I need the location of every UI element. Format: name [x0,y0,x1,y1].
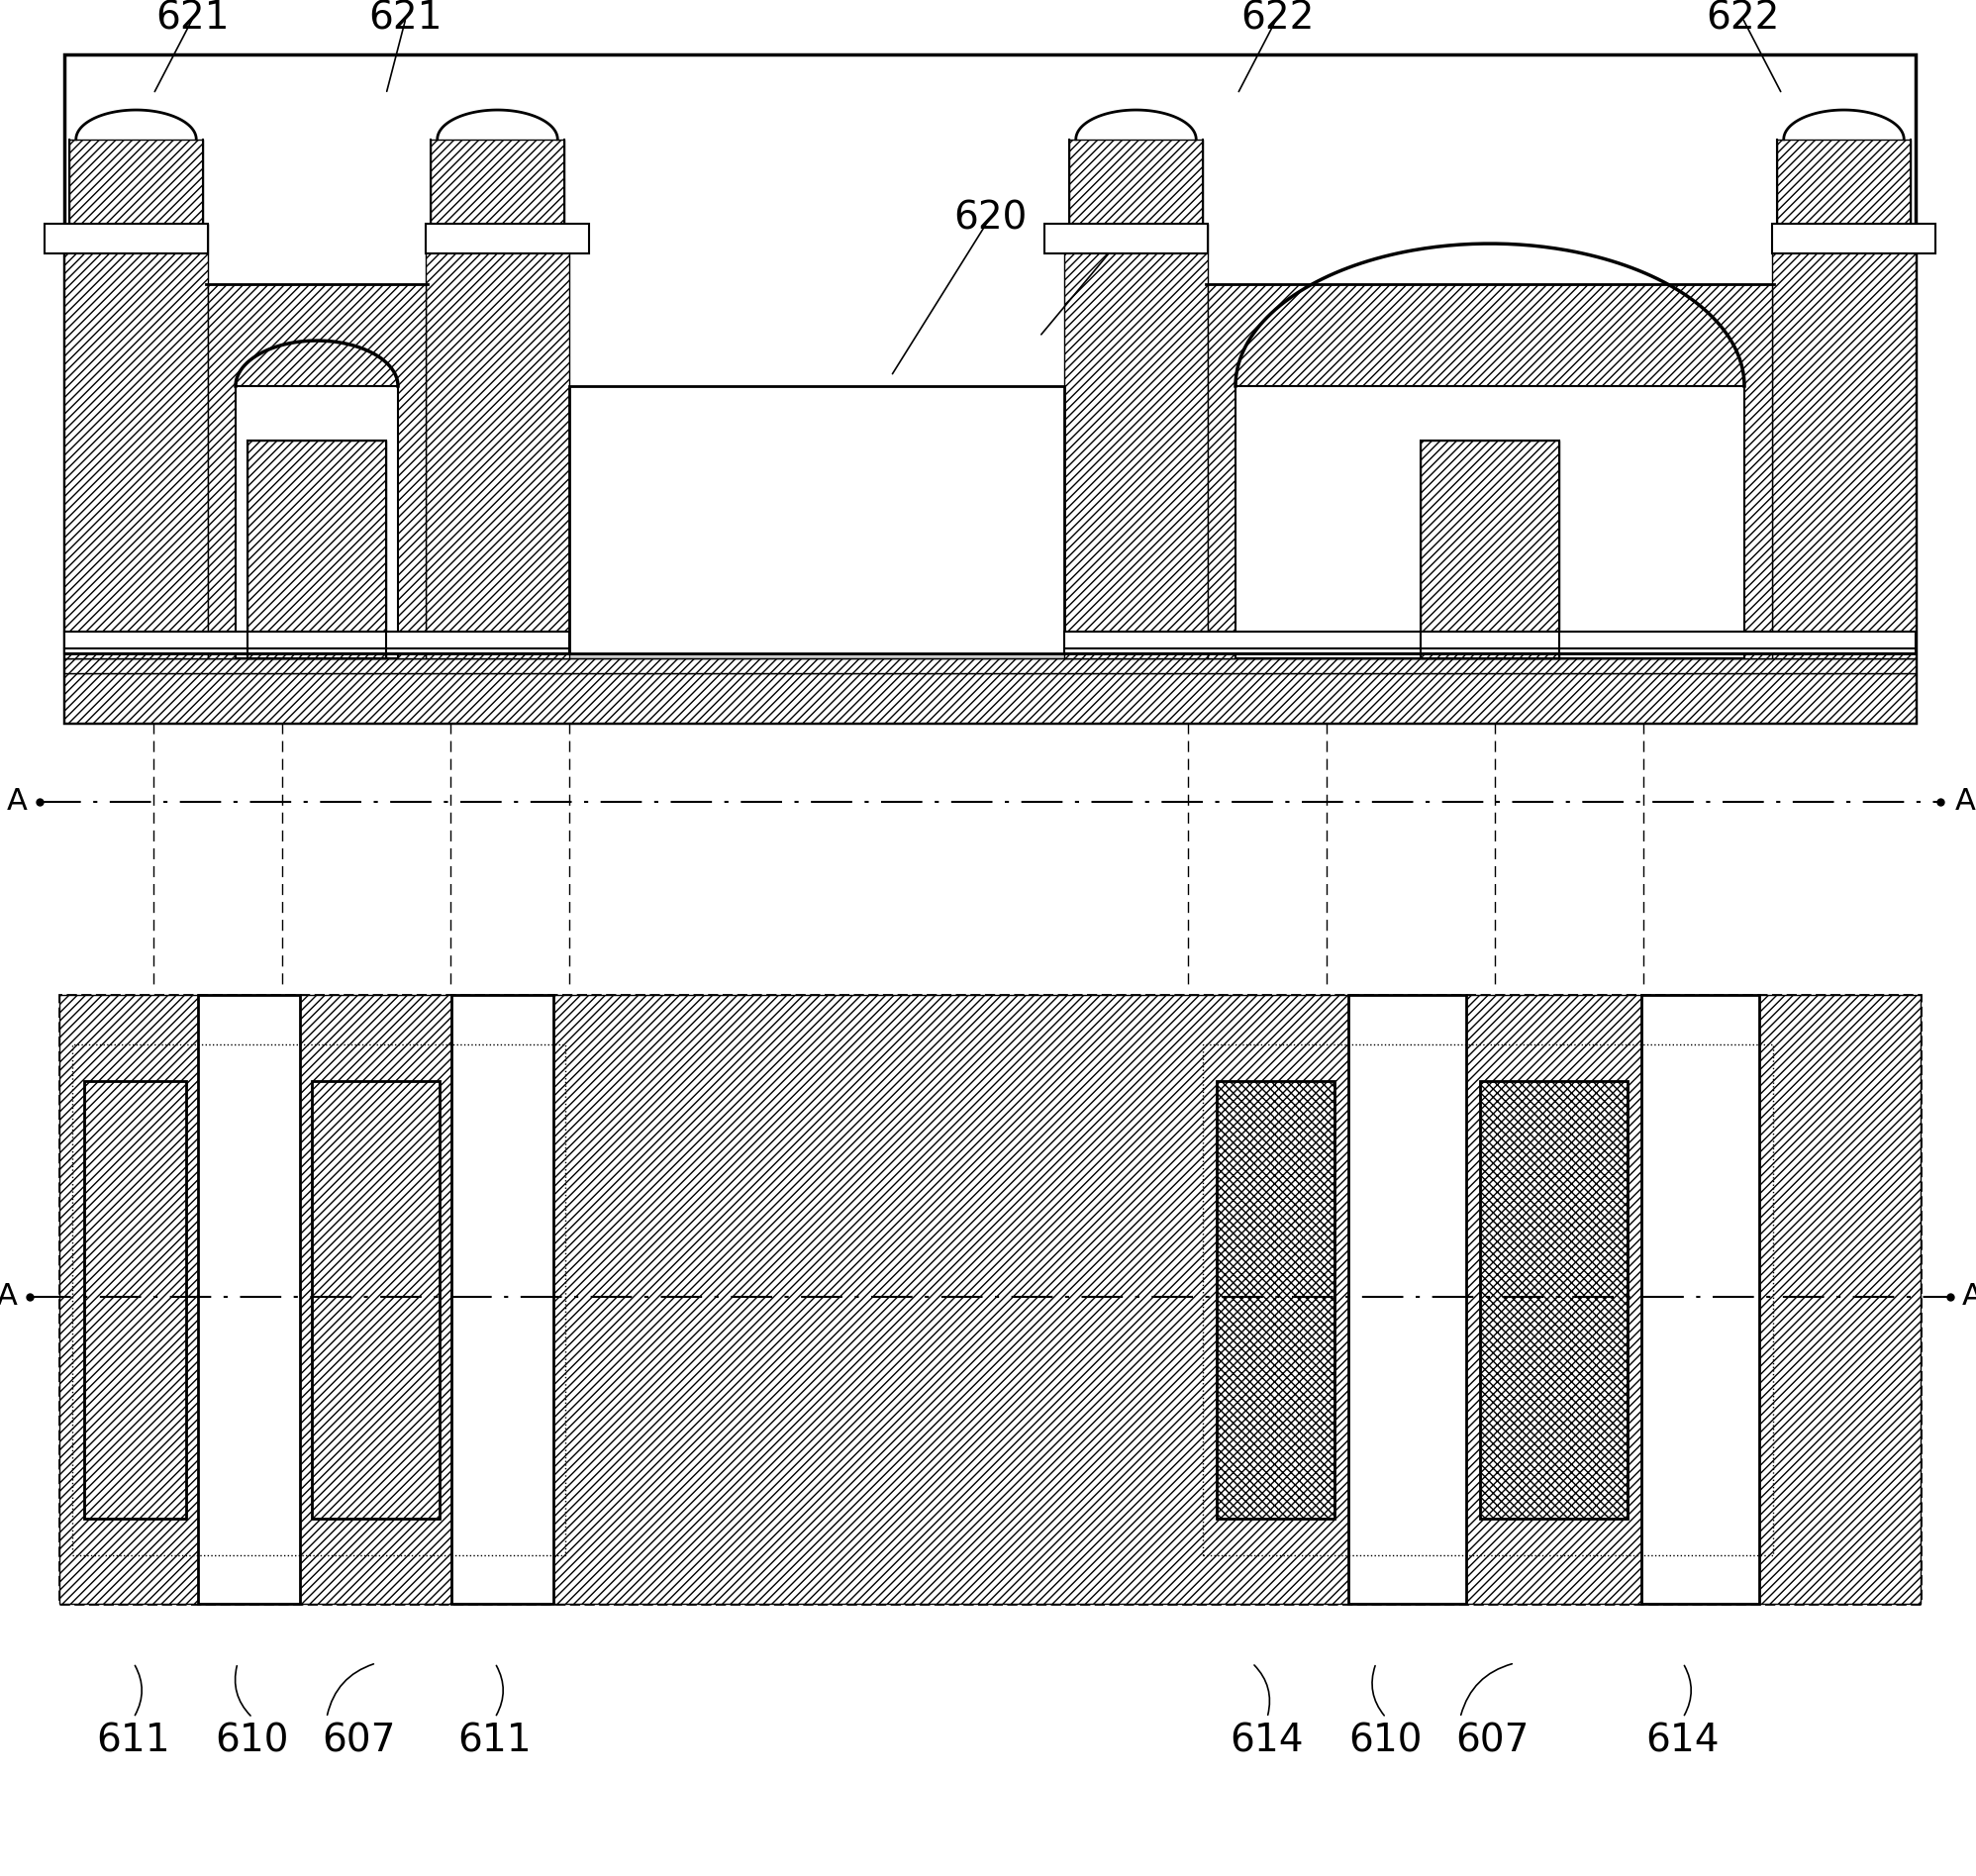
Bar [65,223,207,658]
Text: A': A' [1962,1283,1976,1311]
Text: 607: 607 [1454,1722,1529,1760]
Bar [65,54,1915,722]
Bar [1203,1045,1772,1555]
Bar [1045,223,1207,253]
Text: 610: 610 [1350,1722,1423,1760]
Bar [1421,441,1559,658]
Text: 620: 620 [952,199,1028,236]
Bar [312,1081,439,1518]
Text: 622: 622 [1241,0,1314,38]
Bar [1776,139,1911,223]
Text: A: A [8,788,28,816]
Bar [1069,139,1203,223]
Bar [235,386,397,658]
Text: 611: 611 [458,1722,532,1760]
Bar [85,1081,186,1518]
Text: 621: 621 [370,0,443,38]
Bar [1235,386,1745,658]
Bar [247,441,385,658]
Bar [198,994,300,1604]
Bar [1480,1081,1628,1518]
Bar [1065,632,1915,653]
Text: 610: 610 [215,1722,288,1760]
Text: A: A [0,1283,18,1311]
Bar [65,632,569,653]
Bar [73,1045,565,1555]
Bar [45,223,207,253]
Bar [1065,223,1207,658]
Text: 607: 607 [322,1722,395,1760]
Bar [65,658,1915,673]
Text: 622: 622 [1705,0,1778,38]
Bar [451,994,553,1604]
Bar [425,223,589,253]
Bar [1217,1081,1334,1518]
Bar [85,1081,186,1518]
Text: A': A' [1954,788,1976,816]
Bar [59,994,1921,1604]
Bar [1421,441,1559,658]
Bar [1480,1081,1628,1518]
Bar [1348,994,1466,1604]
Bar [312,1081,439,1518]
Bar [1772,223,1935,253]
Bar [65,673,1915,722]
Text: 619: 619 [1101,199,1176,236]
Bar [69,139,204,223]
Bar [1217,1081,1334,1518]
Bar [65,651,1915,658]
Bar [425,223,569,658]
Text: 614: 614 [1231,1722,1304,1760]
Bar [1207,283,1772,658]
Text: 621: 621 [156,0,229,38]
Bar [207,283,425,658]
Bar [1772,223,1915,658]
Bar [247,441,385,658]
Bar [431,139,565,223]
Bar [1642,994,1759,1604]
Text: 614: 614 [1646,1722,1719,1760]
Text: 611: 611 [97,1722,170,1760]
Bar [569,386,1065,653]
Bar [59,994,1921,1604]
